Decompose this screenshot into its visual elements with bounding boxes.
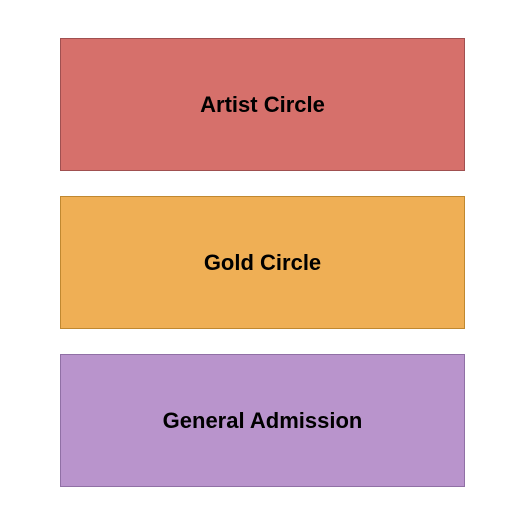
section-label: Artist Circle xyxy=(200,92,325,118)
seating-section-gold-circle[interactable]: Gold Circle xyxy=(60,196,465,329)
seating-section-artist-circle[interactable]: Artist Circle xyxy=(60,38,465,171)
section-label: Gold Circle xyxy=(204,250,321,276)
seating-section-general-admission[interactable]: General Admission xyxy=(60,354,465,487)
section-label: General Admission xyxy=(163,408,363,434)
